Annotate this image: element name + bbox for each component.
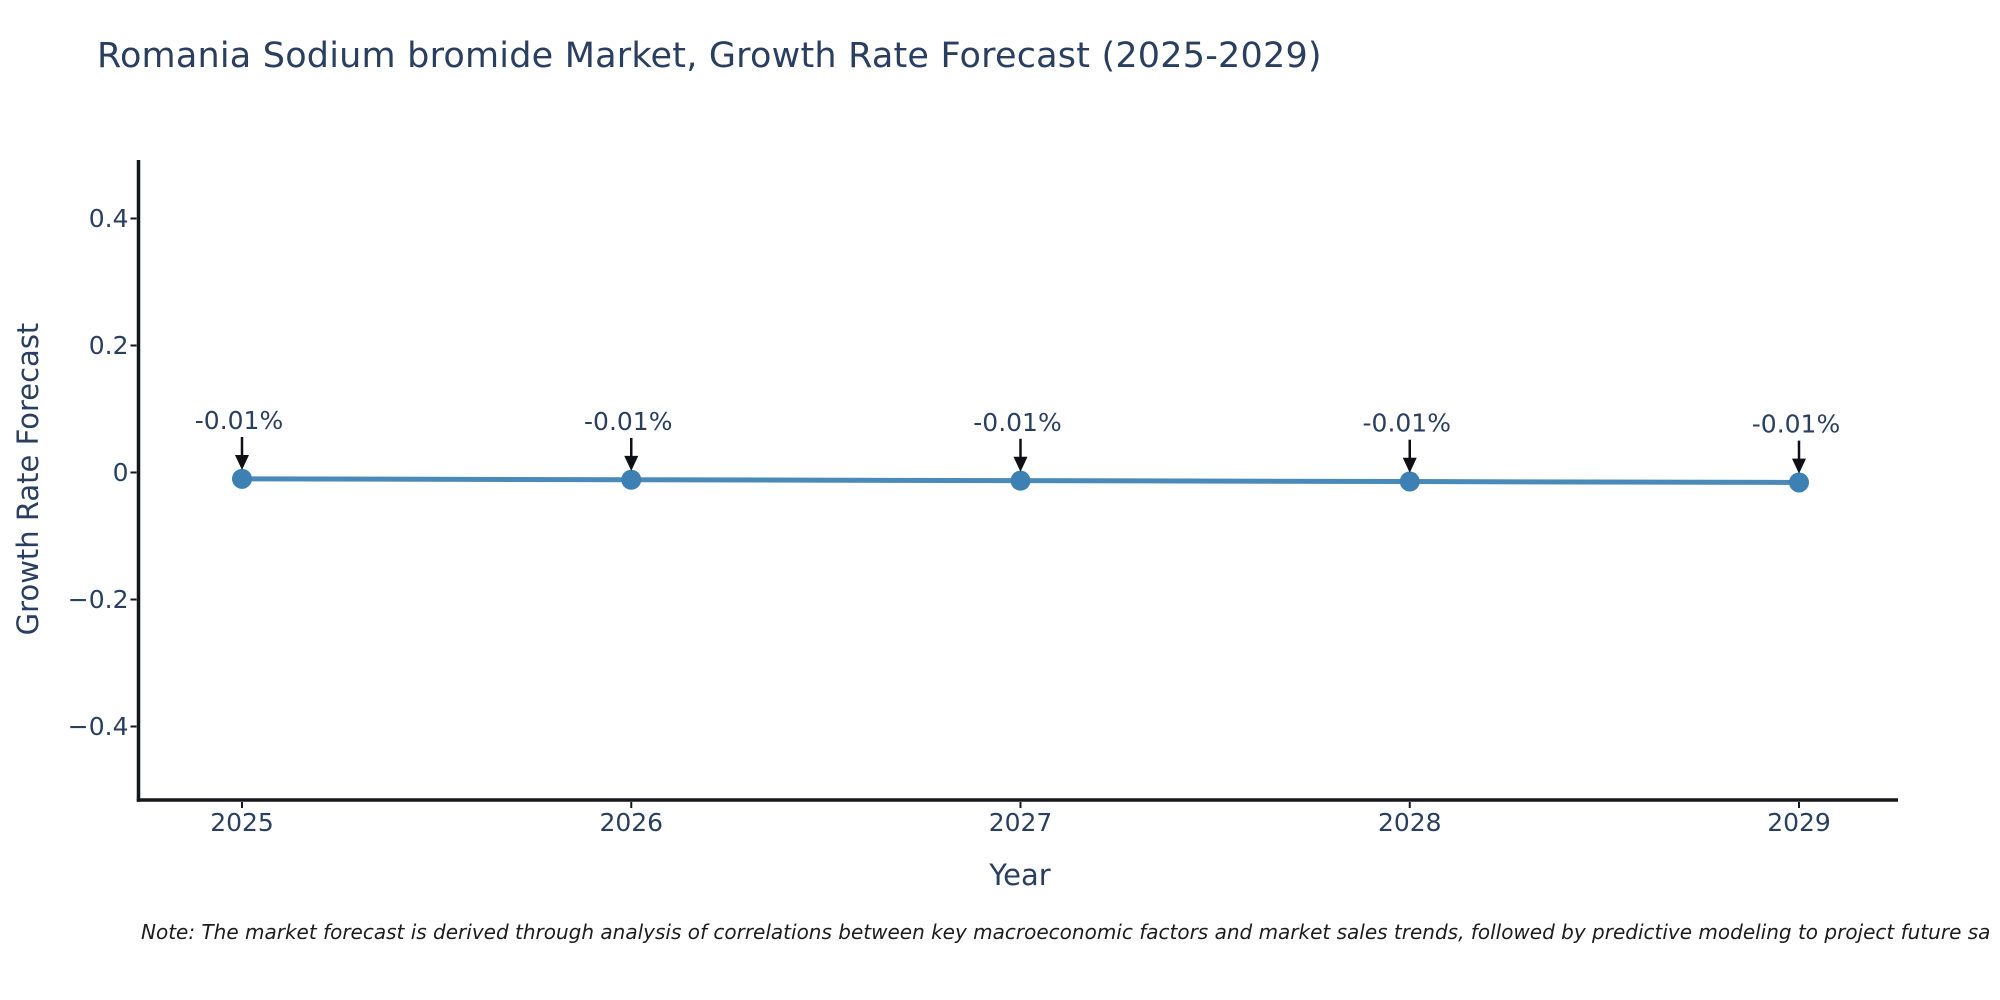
- y-tick-label: 0.2: [89, 331, 129, 360]
- x-tick-label: 2026: [599, 808, 663, 837]
- x-axis-title: Year: [989, 858, 1051, 892]
- annotation-arrowhead: [1792, 458, 1806, 474]
- y-tick-label: −0.2: [68, 585, 129, 614]
- annotation-arrowhead: [1402, 457, 1417, 473]
- y-tick-label: 0.4: [89, 204, 129, 233]
- footnote: Note: The market forecast is derived thr…: [141, 920, 1991, 944]
- point-label: -0.01%: [195, 406, 283, 435]
- annotation-arrowhead: [624, 455, 639, 471]
- chart-title: Romania Sodium bromide Market, Growth Ra…: [97, 36, 1322, 76]
- data-point-marker[interactable]: [621, 469, 642, 490]
- annotation-arrowhead: [235, 455, 249, 470]
- x-tick-label: 2028: [1378, 808, 1442, 837]
- point-label: -0.01%: [1752, 410, 1840, 439]
- annotation-arrowhead: [1013, 456, 1028, 472]
- data-point-marker[interactable]: [1010, 470, 1031, 491]
- y-tick-label: −0.4: [68, 712, 129, 741]
- data-point-marker[interactable]: [1399, 471, 1420, 492]
- x-tick-label: 2025: [210, 808, 274, 837]
- x-tick-label: 2027: [989, 808, 1053, 837]
- point-label: -0.01%: [584, 407, 672, 436]
- data-point-marker[interactable]: [1789, 472, 1809, 493]
- point-label: -0.01%: [973, 408, 1061, 437]
- y-axis-title: Growth Rate Forecast: [11, 322, 45, 636]
- x-tick-label: 2029: [1767, 808, 1831, 837]
- y-tick-label: 0: [113, 458, 129, 487]
- point-label: -0.01%: [1363, 409, 1451, 438]
- data-point-marker[interactable]: [232, 468, 252, 489]
